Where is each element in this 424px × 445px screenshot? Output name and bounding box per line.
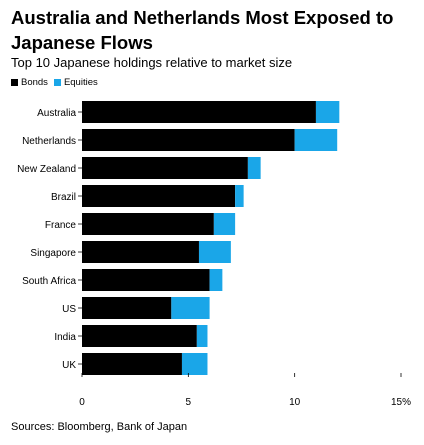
bar-bonds — [82, 185, 236, 207]
category-label: Singapore — [30, 248, 76, 259]
bar-equities — [198, 241, 231, 263]
bar-equities — [294, 129, 338, 151]
chart-legend: Bonds Equities — [11, 77, 98, 88]
bar-bonds — [82, 101, 316, 123]
category-label: US — [62, 304, 76, 315]
legend-label-equities: Equities — [63, 77, 98, 88]
x-axis-tick-label: 10 — [289, 397, 301, 408]
category-label: India — [54, 332, 76, 343]
bar-bonds — [82, 325, 197, 347]
legend-swatch-equities — [53, 79, 61, 86]
category-label: South Africa — [22, 276, 76, 287]
bar-equities — [247, 157, 261, 179]
legend-item-equities: Equities — [53, 77, 98, 88]
category-label: New Zealand — [17, 164, 76, 175]
category-label: Australia — [37, 108, 76, 119]
legend-label-bonds: Bonds — [21, 77, 48, 88]
bar-bonds — [82, 353, 182, 375]
chart-subtitle: Top 10 Japanese holdings relative to mar… — [11, 55, 293, 70]
bar-bonds — [82, 269, 210, 291]
bar-equities — [213, 213, 236, 235]
category-label: Brazil — [51, 192, 76, 203]
legend-swatch-bonds — [11, 79, 18, 86]
bar-equities — [181, 353, 208, 375]
bar-bonds — [82, 157, 248, 179]
chart-title: Australia and Netherlands Most Exposed t… — [11, 7, 394, 53]
category-label: UK — [62, 360, 76, 371]
bar-bonds — [82, 297, 172, 319]
x-axis-tick-label: 15% — [391, 397, 411, 408]
bar-bonds — [82, 213, 214, 235]
category-label: Netherlands — [22, 136, 76, 147]
bar-bonds — [82, 129, 295, 151]
chart-source: Sources: Bloomberg, Bank of Japan — [11, 421, 188, 433]
bar-equities — [315, 101, 340, 123]
category-label: France — [45, 220, 77, 231]
bar-equities — [171, 297, 210, 319]
x-axis-tick-label: 0 — [79, 397, 85, 408]
legend-item-bonds: Bonds — [11, 77, 48, 88]
bar-equities — [209, 269, 223, 291]
bar-equities — [196, 325, 208, 347]
x-axis-tick-label: 5 — [186, 397, 192, 408]
bar-equities — [235, 185, 244, 207]
bar-bonds — [82, 241, 199, 263]
